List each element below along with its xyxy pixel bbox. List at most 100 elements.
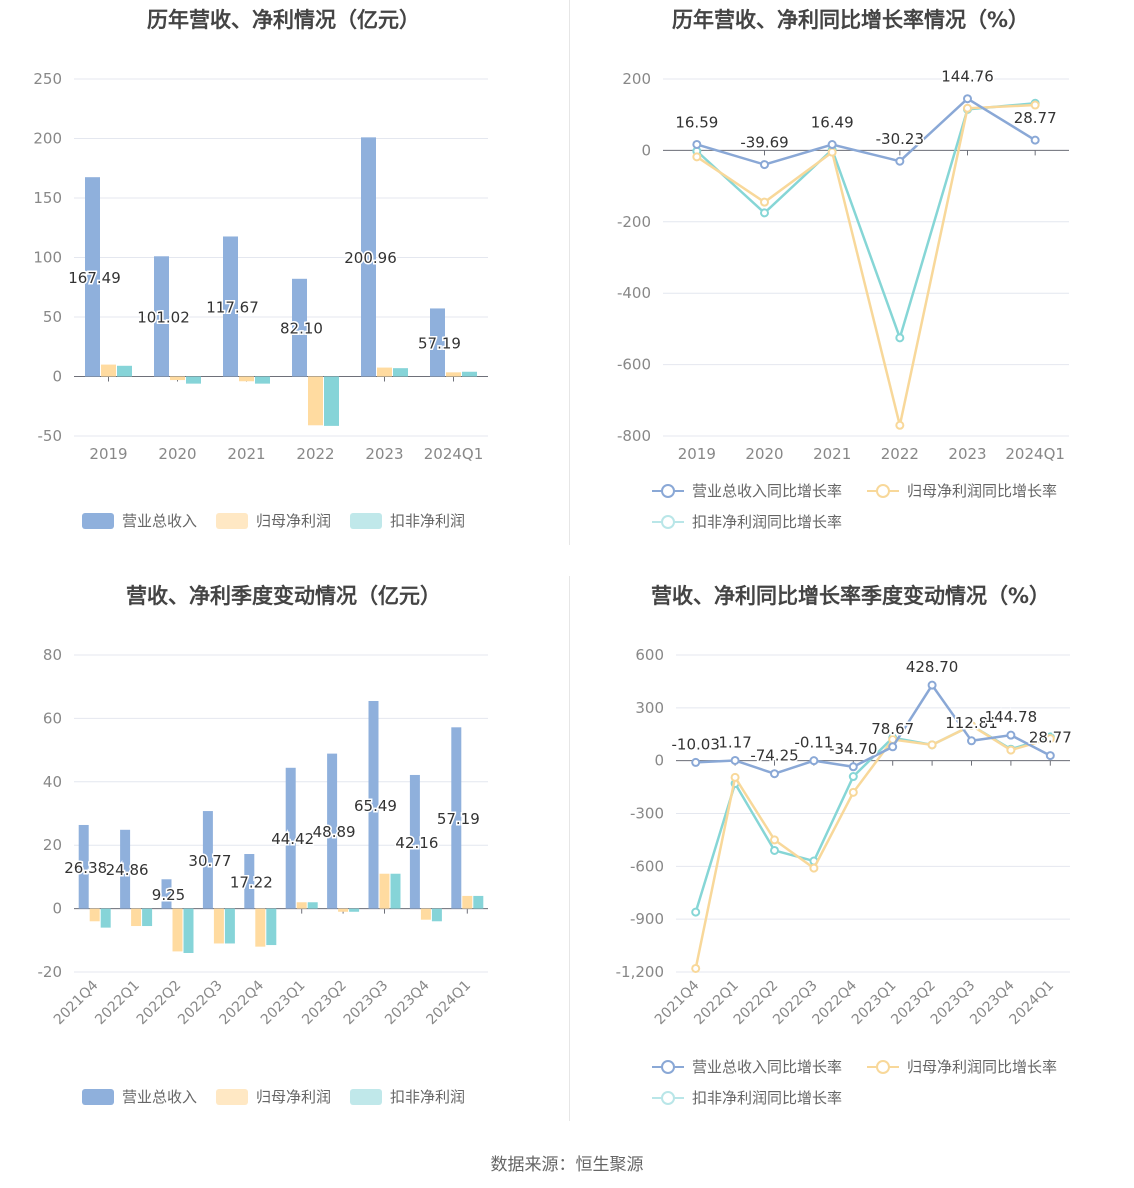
bar (161, 879, 172, 909)
legend-label: 归母净利润 (256, 512, 332, 530)
data-point (809, 756, 819, 766)
series-line (696, 103, 1036, 426)
bar (420, 908, 431, 920)
data-label: 65.49 (354, 797, 397, 815)
bar (308, 376, 323, 426)
bar (255, 376, 270, 384)
legend-label: 营业总收入 (122, 512, 198, 530)
data-label: -39.69 (740, 134, 788, 152)
y-tick-label: 200 (33, 130, 62, 148)
data-point (760, 197, 769, 207)
data-label: 9.25 (152, 886, 185, 904)
x-tick-label: 2022Q1 (92, 978, 143, 1029)
legend-swatch (216, 1088, 248, 1105)
x-tick-label: 2021 (227, 445, 265, 463)
bar (327, 753, 338, 909)
data-point (895, 420, 905, 430)
data-point (1030, 135, 1040, 145)
legend-item-netprofit[interactable]: 归母净利润 (216, 510, 331, 531)
y-tick-label: -20 (38, 963, 63, 981)
legend-item-revenue[interactable]: 营业总收入 (82, 510, 197, 531)
y-tick-label: 0 (641, 141, 651, 159)
divider-top (569, 0, 570, 545)
x-tick-label: 2023Q1 (258, 978, 309, 1029)
divider-bottom (569, 576, 570, 1121)
bar (101, 364, 116, 377)
bar (202, 811, 213, 909)
series-line (696, 97, 1036, 166)
data-point (809, 863, 819, 873)
bar (430, 308, 445, 377)
legend-item-netprofit[interactable]: 归母净利润 (216, 1086, 331, 1107)
chart-title: 历年营收、净利情况（亿元） (147, 8, 420, 32)
x-tick-label: 2021 (813, 445, 851, 463)
legend-label: 归母净利润 (256, 1088, 332, 1106)
bar (446, 372, 461, 377)
bar (431, 908, 442, 922)
bar (451, 727, 462, 909)
annual-amounts-chart: -50 0 50 100 150 200 250 2019 2020 2021 2022 2023 20… (33, 70, 488, 463)
y-tick-label: -1,200 (616, 963, 664, 981)
data-label: 30.77 (188, 852, 231, 870)
legend-item-deducted-growth[interactable]: 扣非净利润同比增长率 (652, 511, 842, 532)
legend-swatch (652, 483, 684, 499)
x-tick-label: 2022 (296, 445, 334, 463)
bar (409, 774, 420, 909)
legend-swatch (652, 514, 684, 530)
x-tick-label: 2019 (678, 445, 716, 463)
legend-label: 营业总收入同比增长率 (692, 1058, 843, 1076)
bar (78, 824, 89, 909)
data-label: 101.02 (137, 308, 190, 326)
bar (239, 376, 254, 382)
bar (473, 895, 484, 909)
y-tick-label: 150 (33, 189, 62, 207)
data-label: 26.38 (64, 859, 107, 877)
data-point (691, 907, 701, 917)
data-point (770, 769, 779, 779)
legend-item-netprofit-growth[interactable]: 归母净利润同比增长率 (867, 480, 1057, 501)
y-tick-label: 50 (43, 308, 62, 326)
bar (349, 908, 360, 912)
legend-label: 扣非净利润 (390, 512, 466, 530)
data-label: 28.77 (1029, 729, 1072, 747)
legend-item-deducted-growth[interactable]: 扣非净利润同比增长率 (652, 1087, 842, 1108)
data-label: -10.03 (672, 735, 720, 753)
data-label: 42.16 (395, 834, 438, 852)
data-point (1030, 100, 1040, 110)
legend-item-deducted[interactable]: 扣非净利润 (350, 1086, 465, 1107)
x-tick-label: 2020 (158, 445, 196, 463)
data-label: -0.11 (794, 734, 833, 752)
legend-item-netprofit-growth[interactable]: 归母净利润同比增长率 (867, 1056, 1057, 1077)
chart-title: 营收、净利季度变动情况（亿元） (126, 584, 441, 608)
data-label: 144.76 (941, 68, 994, 86)
bar (390, 873, 401, 909)
legend-swatch (82, 512, 114, 529)
bar (338, 908, 349, 912)
y-tick-label: 0 (654, 752, 664, 770)
legend-swatch (652, 1090, 684, 1106)
legend-item-revenue-growth[interactable]: 营业总收入同比增长率 (652, 1056, 842, 1077)
legend-item-revenue[interactable]: 营业总收入 (82, 1086, 197, 1107)
data-point (963, 103, 972, 113)
legend-swatch (350, 512, 382, 529)
x-tick-label: 2024Q1 (424, 978, 475, 1029)
chart-title: 营收、净利同比增长率季度变动情况（%） (650, 584, 1051, 608)
data-label: 44.42 (271, 830, 314, 848)
data-label: 17.22 (230, 873, 273, 891)
annual-growth-panel: 历年营收、净利同比增长率情况（%） -800 -600 -400 -200 0 200 20… (567, 0, 1134, 570)
x-tick-label: 2022Q2 (134, 978, 185, 1029)
data-label: -34.70 (829, 740, 877, 758)
legend-item-deducted[interactable]: 扣非净利润 (350, 510, 465, 531)
data-point (1006, 745, 1016, 755)
data-label: 144.78 (985, 708, 1038, 726)
quarterly-amounts-panel: 营收、净利季度变动情况（亿元） -20 0 20 40 60 80 2021Q4 2022Q1… (0, 576, 567, 1146)
annual-growth-chart: -800 -600 -400 -200 0 200 2019 2020 2021 2022 2023… (617, 66, 1069, 463)
series-line (695, 682, 1051, 776)
bar (379, 873, 390, 909)
legend: 营业总收入同比增长率 归母净利润同比增长率 扣非净利润同比增长率 (567, 480, 1134, 540)
legend-item-revenue-growth[interactable]: 营业总收入同比增长率 (652, 480, 842, 501)
bar (223, 236, 238, 377)
x-tick-label: 2024Q1 (1005, 445, 1065, 463)
bar (186, 376, 201, 384)
bar (142, 908, 153, 927)
